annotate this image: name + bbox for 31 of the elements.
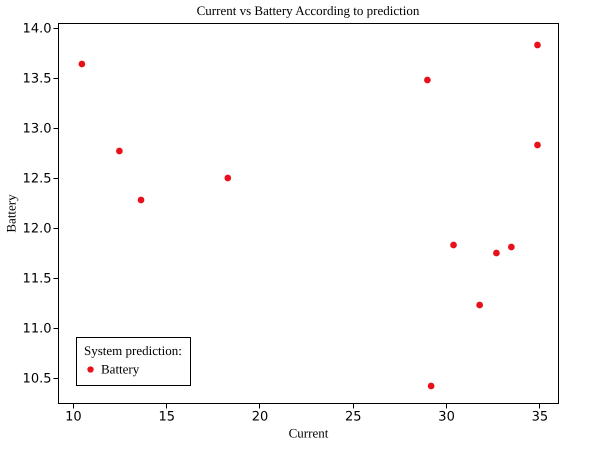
point: [493, 250, 500, 256]
point: [224, 174, 232, 182]
y-tick-label: 12.0: [22, 222, 52, 236]
x-tick-label: 20: [252, 410, 268, 424]
y-tick-label: 13.5: [22, 72, 52, 86]
y-axis-title: Battery: [4, 194, 19, 233]
x-tick-label: 10: [65, 410, 82, 424]
point: [534, 42, 541, 48]
point: [428, 382, 434, 390]
x-tick-label: 15: [158, 410, 175, 424]
y-tick-label: 14.0: [22, 22, 52, 36]
point: [116, 148, 123, 154]
x-axis-title: Current: [288, 426, 329, 440]
x-tick-label: 25: [345, 410, 362, 424]
point: [450, 242, 457, 248]
point: [138, 196, 144, 204]
y-tick-label: 10.5: [22, 372, 52, 386]
x-tick-label: 35: [532, 410, 548, 424]
point: [78, 60, 86, 68]
point: [424, 76, 431, 84]
y-tick-label: 12.5: [22, 172, 52, 186]
y-tick-label: 13.0: [22, 122, 52, 136]
point: [476, 302, 483, 308]
chart-title: Current vs Battery According to prediction: [196, 3, 420, 18]
point: [534, 142, 541, 148]
legend-label: Battery: [101, 362, 140, 376]
y-tick-label: 11.5: [22, 272, 52, 286]
x-tick-label: 30: [438, 410, 455, 424]
y-tick-label: 11.0: [22, 322, 52, 336]
legend-title: System prediction:: [84, 343, 182, 358]
point: [508, 244, 515, 250]
